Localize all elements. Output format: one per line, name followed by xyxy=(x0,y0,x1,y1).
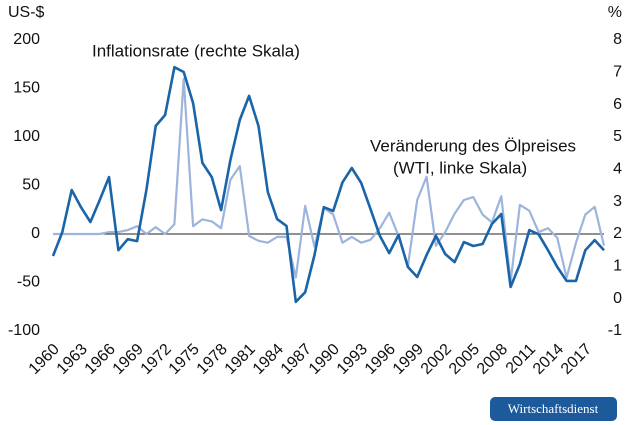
x-tick-label: 1960 xyxy=(26,341,63,378)
y2-tick-label: 1 xyxy=(613,258,622,275)
x-tick-label: 1963 xyxy=(54,341,91,378)
y-tick-label: 200 xyxy=(13,31,40,48)
x-tick-label: 2011 xyxy=(503,341,539,377)
series-line xyxy=(53,77,606,283)
y2-tick-label: 6 xyxy=(613,96,622,113)
y2-tick-label: 5 xyxy=(613,128,622,145)
source-badge xyxy=(490,397,617,421)
x-tick-label: 2014 xyxy=(530,341,567,378)
y2-tick-label: 2 xyxy=(613,225,622,242)
x-tick-label: 1993 xyxy=(334,341,371,378)
x-tick-label: 1999 xyxy=(390,341,427,378)
x-tick-label: 1969 xyxy=(110,341,147,378)
source: Wirtschaftsdienst xyxy=(508,401,599,416)
y-tick-label: -50 xyxy=(17,274,40,291)
annotation: (WTI, linke Skala) xyxy=(393,158,527,177)
annotation: Veränderung des Ölpreises xyxy=(370,136,576,155)
y-tick-label: -100 xyxy=(8,322,40,339)
x-tick-label: 1978 xyxy=(194,341,231,378)
y2-tick-label: 4 xyxy=(613,161,622,178)
y-axis-label: US-$ xyxy=(8,4,45,21)
x-tick-label: 2002 xyxy=(418,341,455,378)
x-tick-label: 1990 xyxy=(306,341,343,378)
y2-axis-label: % xyxy=(608,4,622,21)
x-tick-label: 1987 xyxy=(278,341,315,378)
x-tick-label: 1981 xyxy=(222,341,259,378)
annotation: Inflationsrate (rechte Skala) xyxy=(92,41,300,60)
series-line xyxy=(51,65,605,304)
x-tick-label: 2005 xyxy=(446,341,483,378)
x-tick-label: 2017 xyxy=(558,341,595,378)
x-tick-label: 1975 xyxy=(166,341,203,378)
y-tick-label: 100 xyxy=(13,128,40,145)
y-tick-label: 0 xyxy=(31,225,40,242)
y-tick-label: 150 xyxy=(13,80,40,97)
x-tick-label: 2008 xyxy=(474,341,511,378)
y2-tick-label: 3 xyxy=(613,193,622,210)
x-tick-label: 1966 xyxy=(82,341,119,378)
x-tick-label: 1972 xyxy=(138,341,175,378)
y-tick-label: 50 xyxy=(22,177,40,194)
y2-tick-label: 0 xyxy=(613,290,622,307)
x-tick-label: 1996 xyxy=(362,341,399,378)
y2-tick-label: 8 xyxy=(613,31,622,48)
x-tick-label: 1984 xyxy=(250,341,287,378)
y2-tick-label: 7 xyxy=(613,64,622,81)
y2-tick-label: -1 xyxy=(608,322,622,339)
